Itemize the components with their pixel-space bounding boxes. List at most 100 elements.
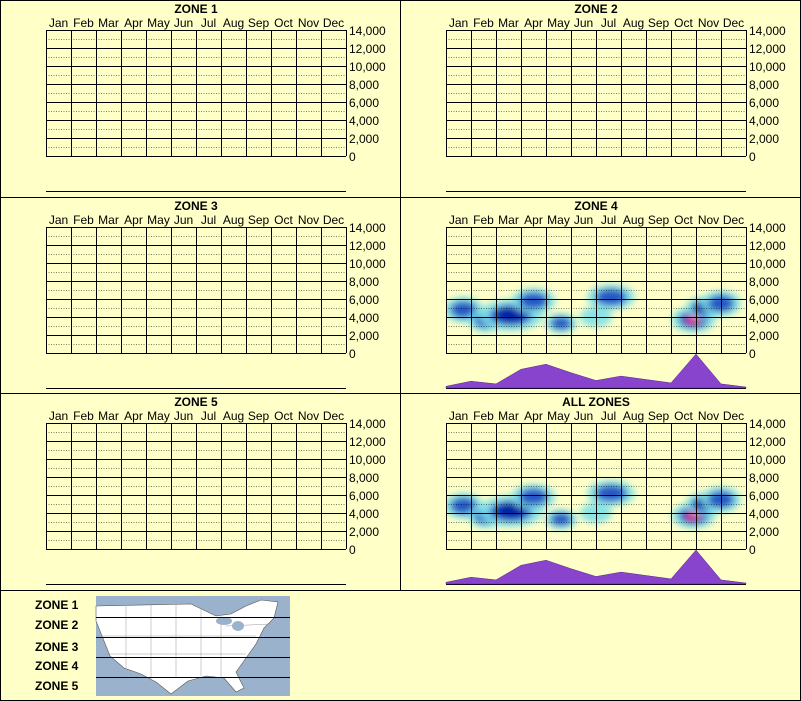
month-label: Jul (601, 16, 616, 30)
y-tick-label: 2,000 (349, 132, 379, 146)
y-tick-label: 6,000 (749, 96, 779, 110)
legend-zone-label: ZONE 1 (35, 598, 79, 612)
month-label: Apr (524, 213, 543, 227)
month-label: Feb (73, 213, 94, 227)
y-tick-label: 0 (749, 543, 756, 557)
legend-zone-label: ZONE 4 (35, 659, 79, 673)
lake (232, 621, 244, 631)
panel-title: ZONE 4 (574, 199, 618, 213)
month-label: Mar (498, 409, 519, 423)
month-label: Mar (498, 213, 519, 227)
heatmap (446, 284, 741, 334)
y-tick-label: 6,000 (749, 489, 779, 503)
month-label: Jan (49, 409, 68, 423)
heat-cell (450, 497, 477, 515)
month-label: Dec (323, 409, 344, 423)
month-label: Mar (98, 409, 119, 423)
y-tick-label: 6,000 (349, 293, 379, 307)
monthly-profile (445, 549, 747, 585)
y-tick-label: 8,000 (349, 78, 379, 92)
y-tick-label: 14,000 (349, 24, 386, 38)
heat-cell (519, 488, 548, 506)
month-label: Feb (73, 409, 94, 423)
heat-cell (550, 512, 572, 526)
y-tick-label: 10,000 (749, 453, 786, 467)
y-tick-label: 0 (349, 543, 356, 557)
panel-zone-2: ZONE 2 Jan Feb Mar Apr May Jun Jul Aug Sep Oct Nov D… (446, 2, 786, 192)
month-label: Oct (674, 213, 693, 227)
y-tick-label: 8,000 (749, 275, 779, 289)
y-tick-label: 8,000 (749, 78, 779, 92)
legend-zone-label: ZONE 5 (35, 679, 79, 693)
month-label: Aug (223, 213, 244, 227)
month-label: Mar (498, 16, 519, 30)
y-tick-label: 12,000 (349, 239, 386, 253)
month-label: Apr (524, 16, 543, 30)
month-label: Oct (274, 213, 293, 227)
month-label: Jun (574, 409, 593, 423)
y-tick-label: 12,000 (749, 435, 786, 449)
lake (216, 617, 232, 625)
y-tick-label: 2,000 (749, 132, 779, 146)
month-label: Oct (274, 409, 293, 423)
map-land (95, 599, 279, 695)
month-label: Aug (223, 16, 244, 30)
panel-all-zones: ALL ZONES Jan Feb Mar Apr May Jun Jul Aug Sep Oct N… (445, 395, 786, 585)
month-label: Jul (601, 213, 616, 227)
monthly-profile (445, 353, 747, 389)
month-label: Apr (124, 16, 143, 30)
y-tick-label: 14,000 (749, 417, 786, 431)
y-tick-label: 2,000 (349, 329, 379, 343)
y-tick-label: 14,000 (749, 24, 786, 38)
y-tick-label: 2,000 (749, 525, 779, 539)
y-tick-label: 0 (749, 150, 756, 164)
month-label: May (547, 409, 570, 423)
month-label: Jul (201, 213, 216, 227)
y-tick-label: 14,000 (749, 221, 786, 235)
panel-zone-3: ZONE 3 Jan Feb Mar Apr May Jun Jul Aug Sep Oct Nov D… (46, 199, 386, 389)
month-label: Sep (248, 213, 270, 227)
y-tick-label: 10,000 (349, 453, 386, 467)
month-label: Oct (674, 409, 693, 423)
month-label: Oct (674, 16, 693, 30)
month-label: Aug (623, 213, 644, 227)
y-tick-label: 10,000 (749, 257, 786, 271)
month-label: Aug (623, 409, 644, 423)
month-label: Mar (98, 16, 119, 30)
month-label: Jan (49, 213, 68, 227)
month-label: Apr (124, 213, 143, 227)
y-tick-label: 12,000 (749, 239, 786, 253)
y-tick-label: 6,000 (349, 489, 379, 503)
month-label: Jan (449, 16, 468, 30)
month-label: Nov (298, 213, 319, 227)
y-tick-label: 8,000 (349, 275, 379, 289)
month-label: Jun (574, 16, 593, 30)
heat-cell (550, 316, 572, 330)
month-label: Jun (174, 213, 193, 227)
y-tick-label: 0 (349, 347, 356, 361)
panel-title: ZONE 1 (174, 2, 218, 16)
heat-cell (519, 292, 548, 310)
month-label: Sep (648, 213, 670, 227)
month-label: Sep (648, 16, 670, 30)
y-tick-label: 0 (749, 347, 756, 361)
month-label: Nov (698, 16, 719, 30)
month-label: Feb (473, 213, 494, 227)
panel-zone-4: ZONE 4 Jan Feb Mar Apr May Jun Jul Aug Sep Oct Nov D… (445, 199, 786, 389)
y-tick-label: 2,000 (749, 329, 779, 343)
y-tick-label: 8,000 (749, 471, 779, 485)
month-label: May (147, 213, 170, 227)
heat-cell (496, 308, 526, 323)
month-label: Sep (248, 409, 270, 423)
month-label: Feb (473, 16, 494, 30)
month-label: Nov (298, 16, 319, 30)
month-label: Mar (98, 213, 119, 227)
y-tick-label: 14,000 (349, 221, 386, 235)
y-tick-label: 12,000 (349, 42, 386, 56)
month-label: Oct (274, 16, 293, 30)
y-tick-label: 4,000 (749, 114, 779, 128)
panel-zone-5: ZONE 5 Jan Feb Mar Apr May Jun Jul Aug Sep Oct Nov D… (46, 395, 386, 585)
month-label: Aug (623, 16, 644, 30)
month-label: Jun (574, 213, 593, 227)
